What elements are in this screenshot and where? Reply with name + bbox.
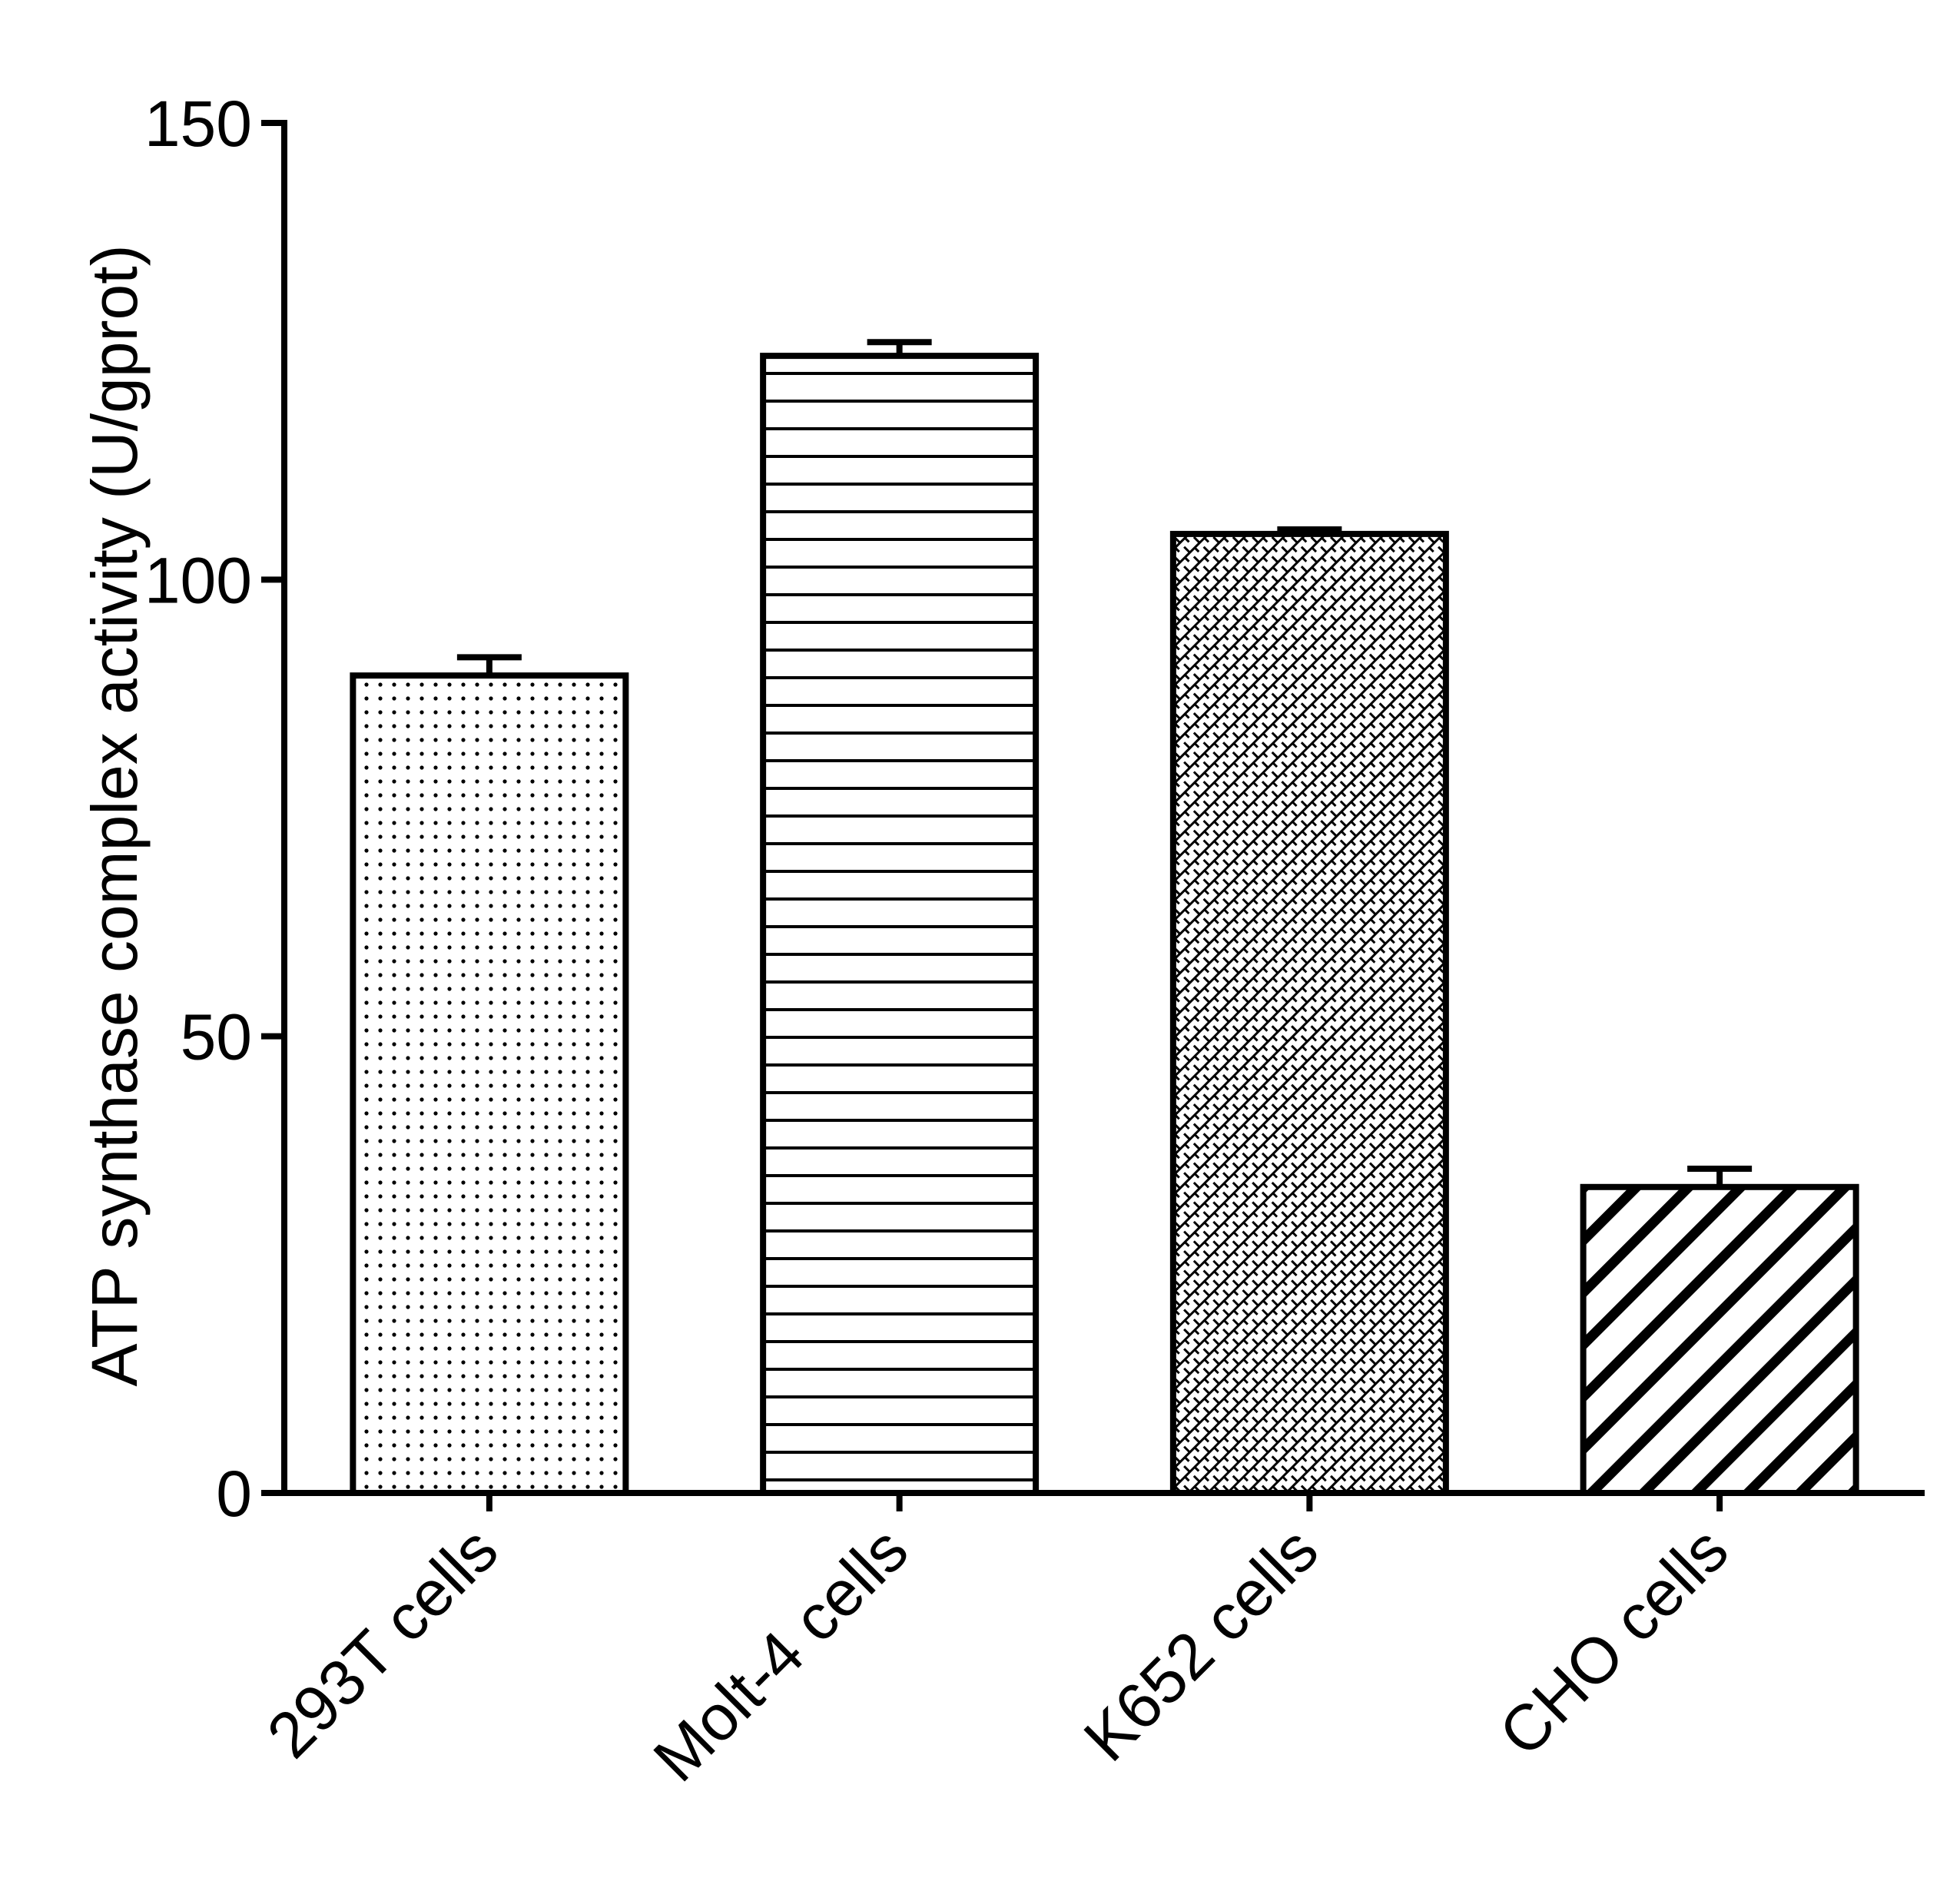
bar [760, 353, 1040, 1496]
y-axis-title: ATP synthase complex activity (U/gprot) [78, 244, 151, 1386]
x-category-label: 293T cells [253, 1513, 511, 1771]
y-ticks: 0 50 100 150 [144, 88, 284, 1530]
x-category-label: K652 cells [1070, 1513, 1332, 1775]
x-category-label: Molt-4 cells [640, 1513, 922, 1795]
y-tick-label: 50 [181, 1001, 252, 1073]
y-tick-label: 100 [144, 544, 252, 616]
bar [350, 672, 629, 1496]
y-tick-label: 0 [216, 1458, 252, 1530]
x-ticks: 293T cells Molt-4 cells K652 cells CHO cell… [253, 1493, 1742, 1795]
bar [1580, 1183, 1859, 1496]
y-tick-label: 150 [144, 88, 252, 160]
bars-layer [350, 339, 1859, 1496]
bar [1169, 530, 1449, 1496]
x-category-label: CHO cells [1485, 1513, 1742, 1770]
